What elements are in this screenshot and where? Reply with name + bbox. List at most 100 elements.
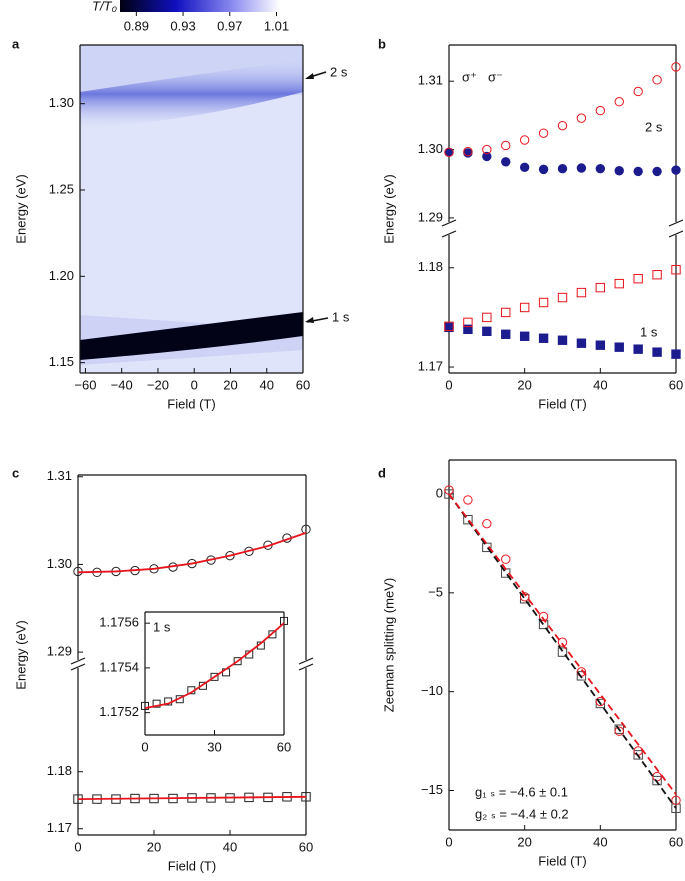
x-tick-label: 0 xyxy=(74,839,81,854)
panel-letter: a xyxy=(12,36,20,51)
y-axis-label: Energy (eV) xyxy=(13,620,28,689)
data-point xyxy=(463,324,473,335)
data-point xyxy=(671,165,681,175)
data-point xyxy=(482,518,492,529)
axis-break xyxy=(70,657,86,665)
y-tick-label: 0 xyxy=(436,485,443,500)
x-tick-label: 20 xyxy=(517,834,531,849)
axis-break xyxy=(441,219,457,227)
data-point xyxy=(501,140,511,151)
colorbar-tick-label: 0.89 xyxy=(124,18,149,33)
data-point xyxy=(557,335,568,345)
data-point xyxy=(652,347,662,357)
data-point xyxy=(463,317,473,328)
y-tick-label: 1.15 xyxy=(49,354,74,369)
data-point xyxy=(444,321,454,332)
data-point xyxy=(595,696,606,707)
data-point xyxy=(652,270,662,280)
data-point xyxy=(210,672,219,681)
data-point xyxy=(482,542,492,553)
y-tick-label: 1.1756 xyxy=(99,615,139,630)
x-tick-label: 30 xyxy=(207,739,221,754)
legend-entry: σ⁺ xyxy=(462,69,477,84)
data-point xyxy=(576,338,587,348)
annotation: 1 s xyxy=(640,324,658,339)
data-point xyxy=(595,340,606,350)
data-point xyxy=(557,637,568,647)
fit-line xyxy=(77,795,307,800)
data-point xyxy=(444,489,454,499)
y-tick-label: 1.30 xyxy=(49,95,74,110)
data-point xyxy=(557,647,568,657)
y-tick-label: 1.25 xyxy=(49,181,74,196)
data-point xyxy=(444,147,454,157)
x-tick-label: 0 xyxy=(445,834,452,849)
y-tick-label: 1.29 xyxy=(418,209,443,224)
data-point xyxy=(463,495,473,505)
x-tick-label: 20 xyxy=(223,377,237,392)
legend-entry: σ⁻ xyxy=(488,69,503,84)
fit-line xyxy=(448,493,677,809)
data-point xyxy=(268,630,277,639)
x-tick-label: 40 xyxy=(593,377,607,392)
data-point xyxy=(633,166,643,177)
data-point xyxy=(576,671,587,681)
data-point xyxy=(141,701,149,710)
data-point xyxy=(482,312,492,323)
x-tick-label: 60 xyxy=(669,834,683,849)
colorbar-label: T/T₀ xyxy=(92,0,117,13)
data-point xyxy=(519,162,530,173)
axis-break xyxy=(668,230,684,238)
y-tick-label: 1.29 xyxy=(47,644,72,659)
data-point xyxy=(198,681,207,690)
data-point xyxy=(501,554,511,564)
data-point xyxy=(557,120,568,131)
data-point xyxy=(152,699,161,708)
data-point xyxy=(614,97,624,107)
data-point xyxy=(538,297,549,308)
data-point xyxy=(482,144,492,155)
data-point xyxy=(519,302,530,313)
y-tick-label: 1.1754 xyxy=(99,659,139,674)
data-point xyxy=(671,795,681,806)
heatmap-band-2s xyxy=(80,60,303,128)
data-point xyxy=(652,75,662,85)
data-point xyxy=(633,750,643,760)
annotation: 1 s xyxy=(153,619,171,634)
y-axis-label: Zeeman splitting (meV) xyxy=(381,578,396,712)
data-point xyxy=(671,349,681,359)
annotation: 1 s xyxy=(332,309,350,324)
data-point xyxy=(576,113,587,123)
data-point xyxy=(652,775,662,786)
data-point xyxy=(538,164,549,175)
axis-break xyxy=(668,219,684,227)
panel-letter: d xyxy=(378,465,386,480)
x-tick-label: −40 xyxy=(111,377,133,392)
y-tick-label: 1.20 xyxy=(49,268,74,283)
fit-line xyxy=(77,532,307,574)
data-point xyxy=(519,331,530,341)
y-tick-label: 1.18 xyxy=(418,259,443,274)
axis-break xyxy=(441,230,457,238)
data-point xyxy=(280,616,288,625)
data-point xyxy=(463,514,473,525)
y-tick-label: 1.17 xyxy=(47,820,72,835)
x-tick-label: 40 xyxy=(260,377,274,392)
x-axis-label: Field (T) xyxy=(538,396,586,411)
y-tick-label: −15 xyxy=(421,782,443,797)
x-tick-label: 0 xyxy=(141,739,148,754)
y-tick-label: 1.1752 xyxy=(99,704,139,719)
y-tick-label: 1.18 xyxy=(47,763,72,778)
arrow-head xyxy=(305,317,314,323)
data-point xyxy=(614,166,624,176)
data-point xyxy=(538,333,549,343)
data-point xyxy=(538,128,549,138)
axis-break xyxy=(298,657,314,665)
fit-line xyxy=(144,622,285,710)
x-tick-label: 0 xyxy=(445,377,452,392)
data-point xyxy=(576,287,587,298)
data-point xyxy=(482,326,492,337)
x-tick-label: 60 xyxy=(277,739,291,754)
data-point xyxy=(595,282,606,293)
